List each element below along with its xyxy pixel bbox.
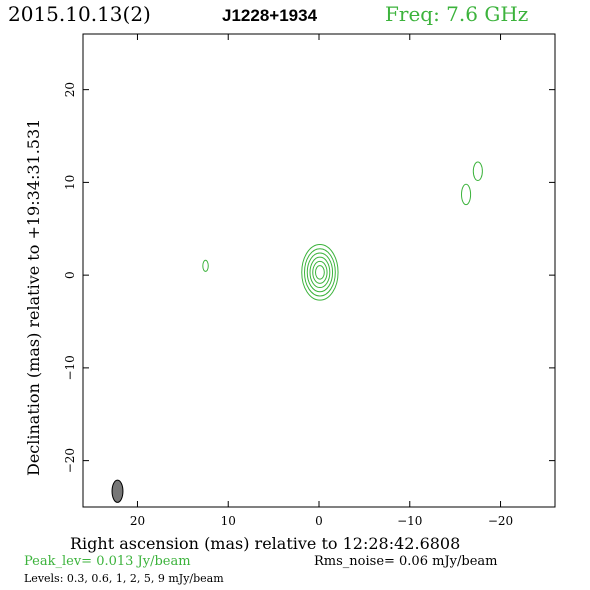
contour-west-blob-2 bbox=[472, 161, 483, 182]
rms-noise: Rms_noise= 0.06 mJy/beam bbox=[314, 554, 498, 569]
contour-core bbox=[309, 256, 331, 289]
contour-lines bbox=[202, 161, 483, 301]
contour-east-blob bbox=[202, 259, 209, 272]
contour-core bbox=[304, 248, 336, 297]
y-tick-label: 10 bbox=[63, 175, 77, 190]
axis-ticks bbox=[83, 34, 555, 507]
plot-frame bbox=[82, 33, 556, 508]
contour-core bbox=[301, 244, 339, 301]
x-axis-label: Right ascension (mas) relative to 12:28:… bbox=[70, 534, 461, 553]
y-tick-label: −20 bbox=[63, 448, 77, 473]
y-tick-label: 0 bbox=[63, 271, 77, 279]
contour-core bbox=[312, 260, 328, 284]
beam-shape bbox=[111, 479, 124, 503]
tick-labels: 20 10 0 −10 −20 20 10 0 −10 −20 bbox=[63, 82, 513, 528]
x-tick-label: −10 bbox=[397, 514, 422, 528]
frequency-label: Freq: 7.6 GHz bbox=[385, 2, 529, 26]
x-tick-label: 0 bbox=[315, 514, 323, 528]
date-label: 2015.10.13(2) bbox=[8, 2, 151, 26]
contour-west-blob-1 bbox=[461, 183, 472, 206]
beam-ellipse bbox=[111, 479, 124, 503]
contour-core bbox=[315, 265, 325, 280]
y-axis-label: Declination (mas) relative to +19:34:31.… bbox=[24, 118, 43, 476]
contour-levels: Levels: 0.3, 0.6, 1, 2, 5, 9 mJy/beam bbox=[24, 572, 224, 585]
x-tick-label: 20 bbox=[130, 514, 145, 528]
contour-core bbox=[306, 252, 334, 293]
y-tick-label: 20 bbox=[63, 82, 77, 97]
y-tick-label: −10 bbox=[63, 355, 77, 380]
x-tick-label: 10 bbox=[221, 514, 236, 528]
source-name: J1228+1934 bbox=[222, 6, 318, 25]
peak-level: Peak_lev= 0.013 Jy/beam bbox=[24, 554, 191, 569]
x-tick-label: −20 bbox=[488, 514, 513, 528]
